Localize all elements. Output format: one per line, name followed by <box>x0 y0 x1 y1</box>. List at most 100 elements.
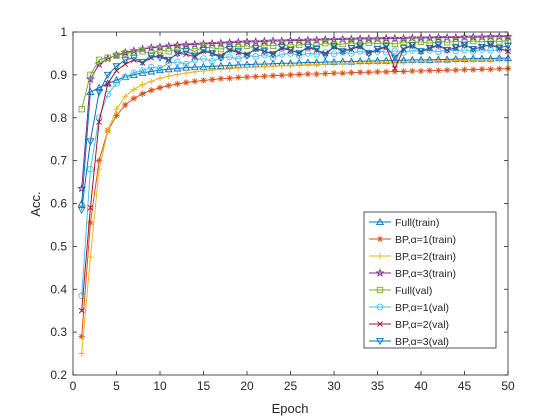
data-point <box>156 54 164 62</box>
legend-marker <box>376 337 384 346</box>
data-point <box>487 37 494 45</box>
data-point <box>487 56 494 64</box>
legend-item-4: Full(val) <box>369 285 432 297</box>
data-point <box>113 67 120 74</box>
data-point <box>322 60 329 68</box>
data-point <box>94 59 104 69</box>
legend-label: BP,α=2(train) <box>395 251 456 263</box>
data-point <box>356 69 364 76</box>
data-point <box>320 34 330 44</box>
data-point <box>452 66 459 74</box>
data-point <box>95 56 103 64</box>
data-point <box>461 46 468 54</box>
data-point <box>78 106 85 113</box>
data-point <box>355 34 365 43</box>
legend-item-6: BP,α=2(val) <box>369 319 449 331</box>
x-tick-label: 15 <box>197 379 211 393</box>
data-point <box>348 50 355 57</box>
data-point <box>86 138 95 146</box>
data-point <box>339 40 346 48</box>
data-point <box>190 52 199 60</box>
data-point <box>113 112 120 119</box>
data-point <box>234 48 243 56</box>
data-point <box>391 68 399 75</box>
data-point <box>224 37 235 47</box>
data-point <box>139 81 146 88</box>
y-tick-label: 0.4 <box>50 282 67 296</box>
x-tick-label: 20 <box>240 379 254 393</box>
data-point <box>478 66 486 73</box>
legend-label: BP,α=3(train) <box>395 268 456 280</box>
data-point <box>443 39 451 46</box>
data-point <box>348 60 355 67</box>
data-point <box>365 39 372 46</box>
data-point <box>259 36 270 46</box>
data-point <box>121 73 129 81</box>
legend: Full(train) BP,α=1(train) BP,α=2(train) BP,… <box>363 211 497 349</box>
data-point <box>364 50 373 58</box>
data-point <box>113 105 120 113</box>
legend-marker <box>376 235 384 243</box>
y-tick-label: 0.6 <box>50 197 67 211</box>
data-point <box>85 74 96 84</box>
data-point <box>78 350 85 357</box>
data-point <box>408 47 416 54</box>
data-point <box>383 59 390 66</box>
data-point <box>147 67 156 75</box>
data-point <box>477 43 486 52</box>
x-tick-label: 5 <box>113 379 120 393</box>
data-point <box>139 48 146 55</box>
legend-label: BP,α=2(val) <box>395 319 449 331</box>
data-point <box>417 48 425 56</box>
data-point <box>478 56 486 64</box>
data-point <box>322 70 329 77</box>
x-tick-label: 30 <box>327 379 341 393</box>
x-tick-label: 0 <box>70 379 77 393</box>
data-point <box>338 34 348 44</box>
legend-item-7: BP,α=3(val) <box>369 336 449 348</box>
x-tick-label: 10 <box>153 379 167 393</box>
data-point <box>269 54 277 62</box>
data-point <box>96 119 102 125</box>
data-point <box>391 40 399 48</box>
data-point <box>313 61 320 68</box>
data-point <box>208 50 217 58</box>
y-tick-label: 0.7 <box>50 154 67 168</box>
legend-item-0: Full(train) <box>369 217 439 229</box>
data-point <box>181 40 191 49</box>
data-point <box>200 77 207 84</box>
data-point <box>104 54 111 61</box>
data-point <box>399 45 408 53</box>
data-point <box>103 79 112 87</box>
data-point <box>199 46 208 55</box>
data-point <box>226 53 233 61</box>
data-point <box>408 42 417 50</box>
data-point <box>277 43 286 52</box>
data-point <box>104 127 111 134</box>
data-point <box>243 52 251 60</box>
data-point <box>130 95 138 102</box>
data-point <box>391 47 399 55</box>
legend-marker <box>376 303 384 311</box>
y-tick-label: 0.5 <box>50 239 67 253</box>
data-point <box>409 58 416 65</box>
data-point <box>200 67 207 75</box>
data-point <box>252 73 259 80</box>
data-point <box>130 69 138 77</box>
data-point <box>268 36 278 45</box>
data-point <box>198 39 209 48</box>
data-point <box>461 57 468 64</box>
data-point <box>95 157 103 164</box>
legend-marker <box>377 321 383 327</box>
data-point <box>400 58 407 66</box>
data-point <box>122 101 129 109</box>
data-point <box>443 57 451 64</box>
data-point <box>417 38 425 46</box>
data-point <box>313 70 320 78</box>
legend-item-2: BP,α=2(train) <box>369 251 456 263</box>
data-point <box>225 46 234 54</box>
data-point <box>469 46 478 54</box>
data-point <box>226 75 233 82</box>
x-tick-label: 35 <box>371 379 385 393</box>
